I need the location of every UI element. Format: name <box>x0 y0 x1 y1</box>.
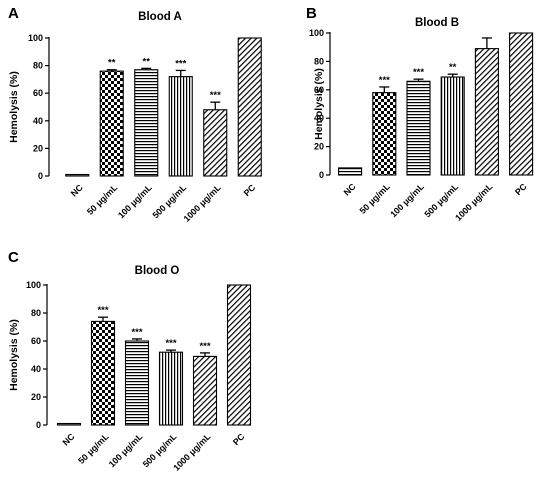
bar-nc <box>338 167 363 176</box>
significance-label: *** <box>97 305 108 316</box>
significance-label: *** <box>175 58 186 69</box>
significance-label: ** <box>108 58 116 69</box>
y-tick-label: 20 <box>33 143 43 153</box>
bar-500-g-ml <box>158 351 184 426</box>
x-tick-label: 1000 μg/mL <box>453 181 495 223</box>
bar-pc <box>509 32 534 176</box>
chart-title: Blood B <box>415 17 459 29</box>
y-tick-label: 0 <box>36 420 41 430</box>
x-tick-label: 50 μg/mL <box>357 181 392 216</box>
bar-100-g-ml <box>406 80 431 176</box>
significance-label: *** <box>131 327 142 338</box>
bar-nc <box>65 173 90 177</box>
panel-b: B Blood B Hemolysis (%) 0 20 40 60 80 100 NC *** 50… <box>306 5 534 223</box>
significance-label: *** <box>379 75 390 86</box>
bar-1000-g-ml <box>192 355 218 426</box>
x-tick-label: PC <box>513 181 529 197</box>
panel-letter: B <box>306 5 317 22</box>
y-tick-label: 100 <box>309 28 324 38</box>
y-tick-label: 60 <box>314 85 324 95</box>
y-tick-label: 80 <box>31 308 41 318</box>
y-axis-label: Hemolysis (%) <box>8 319 20 391</box>
bar-50-g-ml <box>90 320 116 426</box>
x-tick-label: PC <box>231 431 247 447</box>
x-tick-label: NC <box>60 431 77 448</box>
bar-100-g-ml <box>134 69 159 177</box>
bar-pc <box>237 37 262 177</box>
significance-label: *** <box>199 341 210 352</box>
y-axis-label: Hemolysis (%) <box>8 71 20 143</box>
y-tick-label: 0 <box>38 171 43 181</box>
y-tick-label: 80 <box>33 61 43 71</box>
chart-title: Blood O <box>135 265 180 277</box>
y-axis-label: Hemolysis (%) <box>313 68 325 140</box>
y-tick-label: 100 <box>26 280 41 290</box>
panel-c: C Blood O Hemolysis (%) 0 20 40 60 80 100 NC *** 50… <box>8 249 252 473</box>
y-tick-label: 60 <box>33 88 43 98</box>
chart-title: Blood A <box>138 11 182 23</box>
y-tick-label: 40 <box>314 113 324 123</box>
panel-a: A Blood A Hemolysis (%) 0 20 40 60 80 100 NC ** 50 … <box>8 5 262 224</box>
y-tick-label: 60 <box>31 336 41 346</box>
bar-50-g-ml <box>99 70 124 177</box>
y-tick-label: 80 <box>314 56 324 66</box>
significance-label: *** <box>413 67 424 78</box>
x-tick-label: 100 μg/mL <box>388 181 426 219</box>
x-tick-label: 100 μg/mL <box>116 182 154 220</box>
x-tick-label: 50 μg/mL <box>85 182 120 217</box>
bar-500-g-ml <box>440 76 465 176</box>
bar-1000-g-ml <box>203 109 228 177</box>
significance-label: *** <box>210 90 221 101</box>
y-tick-label: 0 <box>319 170 324 180</box>
x-tick-label: 50 μg/mL <box>76 431 111 466</box>
x-tick-label: 100 μg/mL <box>107 431 145 469</box>
y-tick-label: 40 <box>31 364 41 374</box>
significance-label: ** <box>449 62 457 73</box>
y-tick-label: 40 <box>33 116 43 126</box>
significance-label: ** <box>143 56 151 67</box>
bar-500-g-ml <box>168 76 193 177</box>
x-tick-label: 1000 μg/mL <box>171 431 213 473</box>
significance-label: *** <box>165 338 176 349</box>
y-tick-label: 100 <box>28 33 43 43</box>
bar-1000-g-ml <box>474 48 499 176</box>
panel-letter: C <box>8 249 19 266</box>
x-tick-label: NC <box>342 181 359 198</box>
x-tick-label: NC <box>69 182 86 199</box>
x-tick-label: PC <box>242 182 258 198</box>
bar-nc <box>56 422 82 426</box>
y-tick-label: 20 <box>314 142 324 152</box>
x-tick-label: 1000 μg/mL <box>181 182 223 224</box>
y-tick-label: 20 <box>31 392 41 402</box>
bar-100-g-ml <box>124 340 150 426</box>
bar-pc <box>226 284 252 426</box>
bar-50-g-ml <box>372 92 397 176</box>
panel-letter: A <box>8 5 19 22</box>
